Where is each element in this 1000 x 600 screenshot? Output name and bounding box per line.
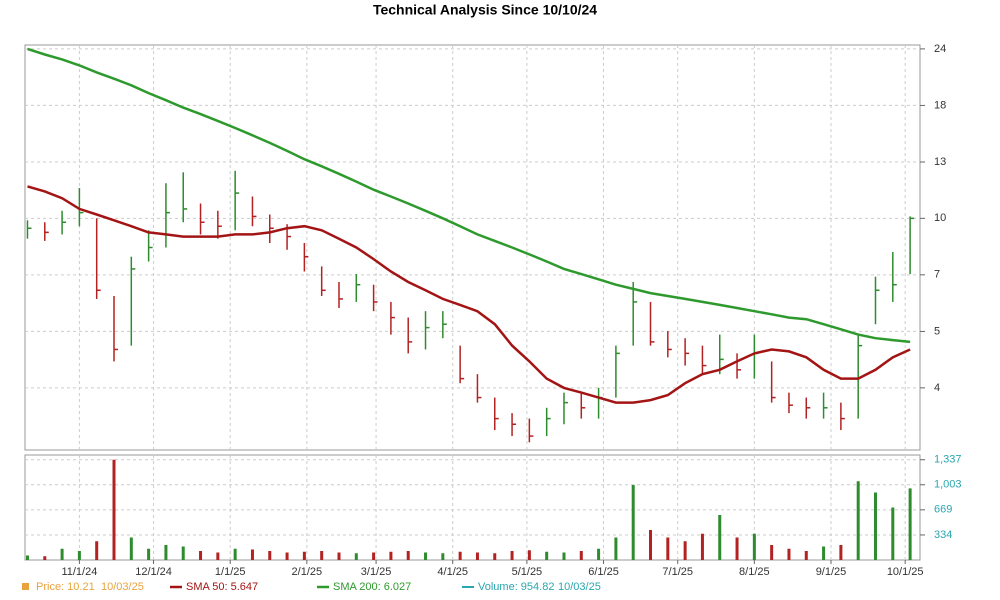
volume-bar — [60, 548, 64, 560]
x-tick-label: 11/1/24 — [61, 566, 97, 578]
volume-bar — [614, 537, 618, 560]
volume-bar — [908, 488, 912, 560]
volume-bar — [631, 485, 635, 560]
volume-bar — [752, 533, 756, 560]
volume-tick-label: 1,337 — [934, 454, 962, 466]
volume-bar — [527, 550, 531, 560]
volume-tick-label: 669 — [934, 504, 952, 516]
volume-bar — [510, 551, 514, 560]
y-tick-label: 5 — [934, 325, 940, 337]
volume-bar — [250, 549, 254, 560]
legend-swatch — [22, 583, 29, 590]
volume-tick-label: 1,003 — [934, 479, 962, 491]
legend-date: 10/03/25 — [101, 581, 144, 593]
y-tick-label: 10 — [934, 212, 946, 224]
y-tick-label: 7 — [934, 269, 940, 281]
volume-bar — [856, 481, 860, 560]
x-tick-label: 1/1/25 — [215, 566, 246, 578]
x-tick-label: 10/1/25 — [887, 566, 924, 578]
y-tick-label: 13 — [934, 156, 946, 168]
x-tick-label: 6/1/25 — [588, 566, 619, 578]
volume-bar — [43, 556, 47, 560]
volume-bar — [372, 552, 376, 560]
volume-bar — [493, 553, 497, 560]
volume-bar — [700, 533, 704, 560]
volume-bar — [25, 555, 29, 560]
x-tick-label: 8/1/25 — [739, 566, 770, 578]
volume-bar — [302, 551, 306, 560]
volume-bar — [354, 553, 358, 560]
volume-bar — [891, 507, 895, 560]
volume-bar — [579, 551, 583, 560]
y-tick-label: 24 — [934, 43, 946, 55]
x-tick-label: 4/1/25 — [437, 566, 468, 578]
volume-bar — [787, 548, 791, 560]
chart-title: Technical Analysis Since 10/10/24 — [373, 2, 597, 18]
volume-panel — [24, 454, 921, 561]
volume-bar — [129, 537, 133, 560]
volume-bar — [873, 492, 877, 560]
volume-bar — [147, 548, 151, 560]
volume-bar — [804, 551, 808, 560]
volume-bar — [320, 551, 324, 560]
volume-bar — [735, 537, 739, 560]
volume-bar — [285, 552, 289, 560]
volume-bar — [666, 537, 670, 560]
x-tick-label: 5/1/25 — [512, 566, 543, 578]
volume-bar — [77, 551, 81, 560]
y-tick-label: 4 — [934, 382, 940, 394]
volume-bar — [545, 551, 549, 560]
volume-bar — [718, 515, 722, 560]
volume-bar — [199, 551, 203, 560]
x-tick-label: 9/1/25 — [816, 566, 847, 578]
x-tick-label: 7/1/25 — [662, 566, 693, 578]
volume-bar — [441, 553, 445, 560]
volume-bar — [822, 546, 826, 560]
sma-line — [27, 47, 911, 344]
volume-tick-label: 334 — [934, 529, 952, 541]
legend-label: SMA 200: 6.027 — [333, 581, 411, 593]
volume-bar — [839, 545, 843, 560]
legend-date: 10/03/25 — [558, 581, 601, 593]
x-tick-label: 12/1/24 — [135, 566, 172, 578]
volume-bar — [95, 541, 99, 560]
volume-bar — [337, 552, 341, 560]
volume-bar — [233, 548, 237, 560]
volume-bar — [770, 545, 774, 560]
volume-bar — [268, 551, 272, 560]
sma-line — [27, 185, 911, 404]
price-panel — [24, 44, 921, 451]
volume-bar — [649, 530, 653, 560]
volume-bar — [475, 552, 479, 560]
volume-bar — [181, 546, 185, 560]
legend-label: Price: 10.21 — [36, 581, 95, 593]
volume-bar — [597, 548, 601, 560]
volume-bar — [424, 552, 428, 560]
volume-bar — [458, 551, 462, 560]
volume-bar — [164, 545, 168, 560]
legend-label: Volume: 954.82 — [478, 581, 554, 593]
volume-bar — [406, 551, 410, 560]
legend-label: SMA 50: 5.647 — [186, 581, 258, 593]
x-tick-label: 2/1/25 — [292, 566, 323, 578]
x-tick-label: 3/1/25 — [361, 566, 392, 578]
volume-bar — [389, 551, 393, 560]
volume-bar — [683, 541, 687, 560]
volume-bar — [562, 552, 566, 560]
volume-bar — [112, 459, 116, 560]
volume-bar — [216, 552, 220, 560]
y-tick-label: 18 — [934, 99, 946, 111]
